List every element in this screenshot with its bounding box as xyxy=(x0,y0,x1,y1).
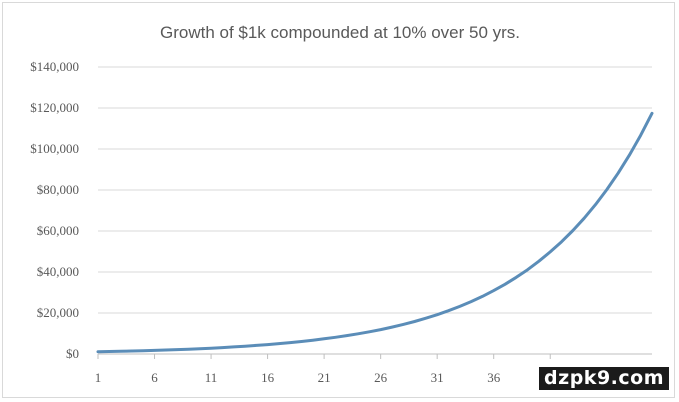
y-tick-label: $60,000 xyxy=(37,223,79,238)
gridlines xyxy=(98,66,652,355)
chart-frame xyxy=(2,2,675,398)
series-layer xyxy=(96,111,654,354)
x-tick-label: 6 xyxy=(151,370,158,385)
x-tick-label: 26 xyxy=(374,370,388,385)
x-tick-label: 21 xyxy=(318,370,331,385)
x-tick-label: 31 xyxy=(431,370,444,385)
x-tick-label: 1 xyxy=(95,370,102,385)
y-tick-label: $20,000 xyxy=(37,305,79,320)
x-tick-label: 11 xyxy=(205,370,218,385)
chart-title: Growth of $1k compounded at 10% over 50 … xyxy=(160,23,520,42)
y-tick-label: $0 xyxy=(66,346,79,361)
y-axis-ticks: $0 $20,000 $40,000 $60,000 $80,000 $100,000 $1… xyxy=(30,59,79,361)
x-tick-label: 36 xyxy=(487,370,501,385)
y-tick-label: $80,000 xyxy=(37,182,79,197)
x-axis-ticks: 1611162126313641 xyxy=(95,354,557,385)
series-line xyxy=(96,111,654,354)
watermark-logo: dzpk9.com xyxy=(539,367,669,390)
y-tick-label: $100,000 xyxy=(30,141,79,156)
x-tick-label: 16 xyxy=(261,370,275,385)
y-tick-label: $40,000 xyxy=(37,264,79,279)
y-tick-label: $120,000 xyxy=(30,100,79,115)
y-tick-label: $140,000 xyxy=(30,59,79,74)
